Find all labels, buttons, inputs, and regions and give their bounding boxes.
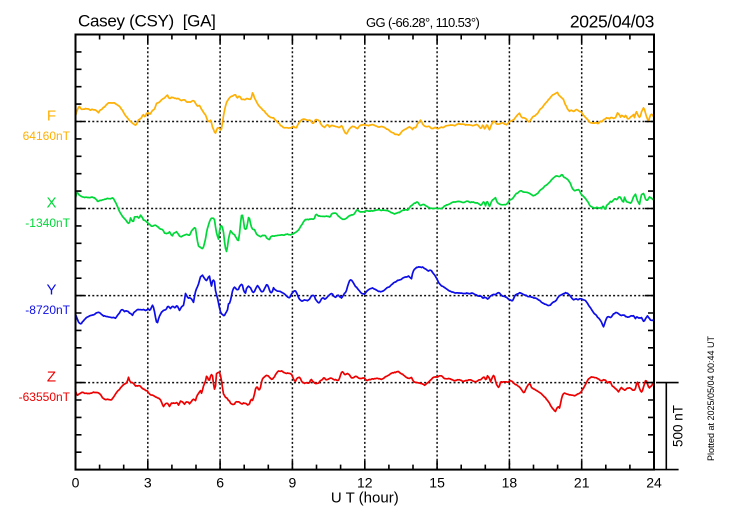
svg-text:-1340nT: -1340nT — [25, 216, 70, 230]
svg-text:Z: Z — [47, 368, 56, 385]
svg-text:12: 12 — [357, 475, 373, 491]
svg-text:24: 24 — [646, 475, 662, 491]
svg-text:15: 15 — [429, 475, 445, 491]
svg-text:3: 3 — [144, 475, 152, 491]
svg-text:18: 18 — [502, 475, 518, 491]
svg-text:21: 21 — [574, 475, 590, 491]
svg-text:2025/04/03: 2025/04/03 — [570, 11, 654, 31]
svg-text:-8720nT: -8720nT — [25, 303, 70, 317]
svg-text:Plotted at 2025/05/04 00:44 UT: Plotted at 2025/05/04 00:44 UT — [706, 335, 716, 461]
svg-text:Casey (CSY) [GA]: Casey (CSY) [GA] — [78, 12, 216, 31]
svg-text:500 nT: 500 nT — [671, 405, 686, 447]
svg-text:-63550nT: -63550nT — [19, 390, 71, 404]
svg-text:U T (hour): U T (hour) — [331, 490, 399, 507]
svg-text:F: F — [47, 107, 56, 124]
svg-text:64160nT: 64160nT — [23, 129, 71, 143]
svg-text:X: X — [46, 194, 56, 211]
svg-text:0: 0 — [72, 475, 80, 491]
svg-text:GG (-66.28°, 110.53°): GG (-66.28°, 110.53°) — [366, 15, 479, 30]
svg-text:9: 9 — [289, 475, 297, 491]
svg-text:Y: Y — [46, 281, 56, 298]
svg-text:6: 6 — [216, 475, 224, 491]
